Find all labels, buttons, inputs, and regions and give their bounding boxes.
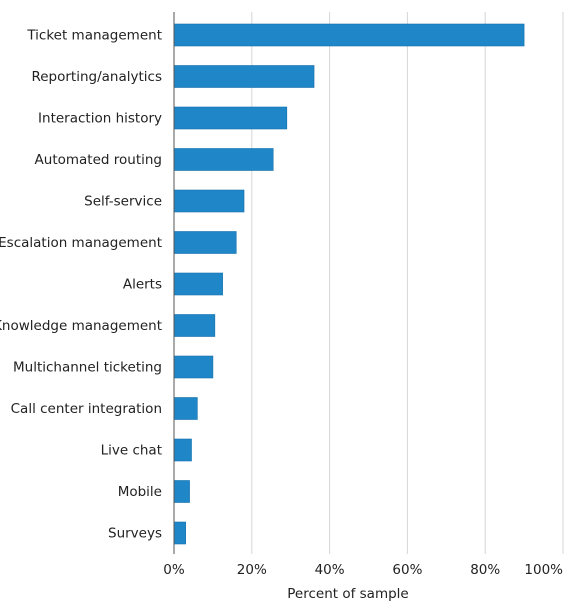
- category-label: Reporting/analytics: [31, 69, 162, 85]
- category-labels: Ticket management Reporting/analytics Inte…: [0, 28, 162, 542]
- category-label: Call center integration: [11, 401, 162, 417]
- bar: [173, 314, 216, 337]
- bar: [173, 480, 190, 503]
- x-tick-label: 0%: [163, 562, 185, 578]
- bar: [173, 438, 192, 462]
- x-tick-label: 40%: [315, 562, 345, 578]
- category-label: Mobile: [118, 484, 162, 500]
- gridlines: [251, 12, 564, 554]
- category-label: Live chat: [101, 443, 162, 459]
- category-label: Self-service: [84, 194, 162, 210]
- bar: [173, 189, 245, 213]
- bars: [173, 23, 525, 545]
- bar: [173, 272, 223, 296]
- category-label: Escalation management: [0, 235, 162, 251]
- bar: [173, 521, 186, 545]
- x-tick-labels: 0% 20% 40% 60% 80% 100%: [163, 562, 563, 578]
- x-axis-title: Percent of sample: [287, 586, 408, 602]
- bar: [173, 148, 274, 171]
- bar: [173, 397, 198, 420]
- bar: [173, 355, 214, 379]
- category-label: Ticket management: [26, 28, 162, 44]
- category-label: Multichannel ticketing: [13, 360, 162, 376]
- x-tick-label: 80%: [470, 562, 500, 578]
- bar: [173, 65, 315, 88]
- category-label: Knowledge management: [0, 318, 162, 334]
- x-tick-label: 60%: [392, 562, 422, 578]
- x-tick-label: 100%: [524, 562, 563, 578]
- category-label: Alerts: [123, 277, 162, 293]
- bar: [173, 231, 237, 254]
- category-label: Surveys: [108, 526, 162, 542]
- category-label: Automated routing: [35, 152, 162, 168]
- x-tick-label: 20%: [237, 562, 267, 578]
- category-label: Interaction history: [38, 111, 162, 127]
- bar: [173, 23, 525, 47]
- bar: [173, 106, 288, 130]
